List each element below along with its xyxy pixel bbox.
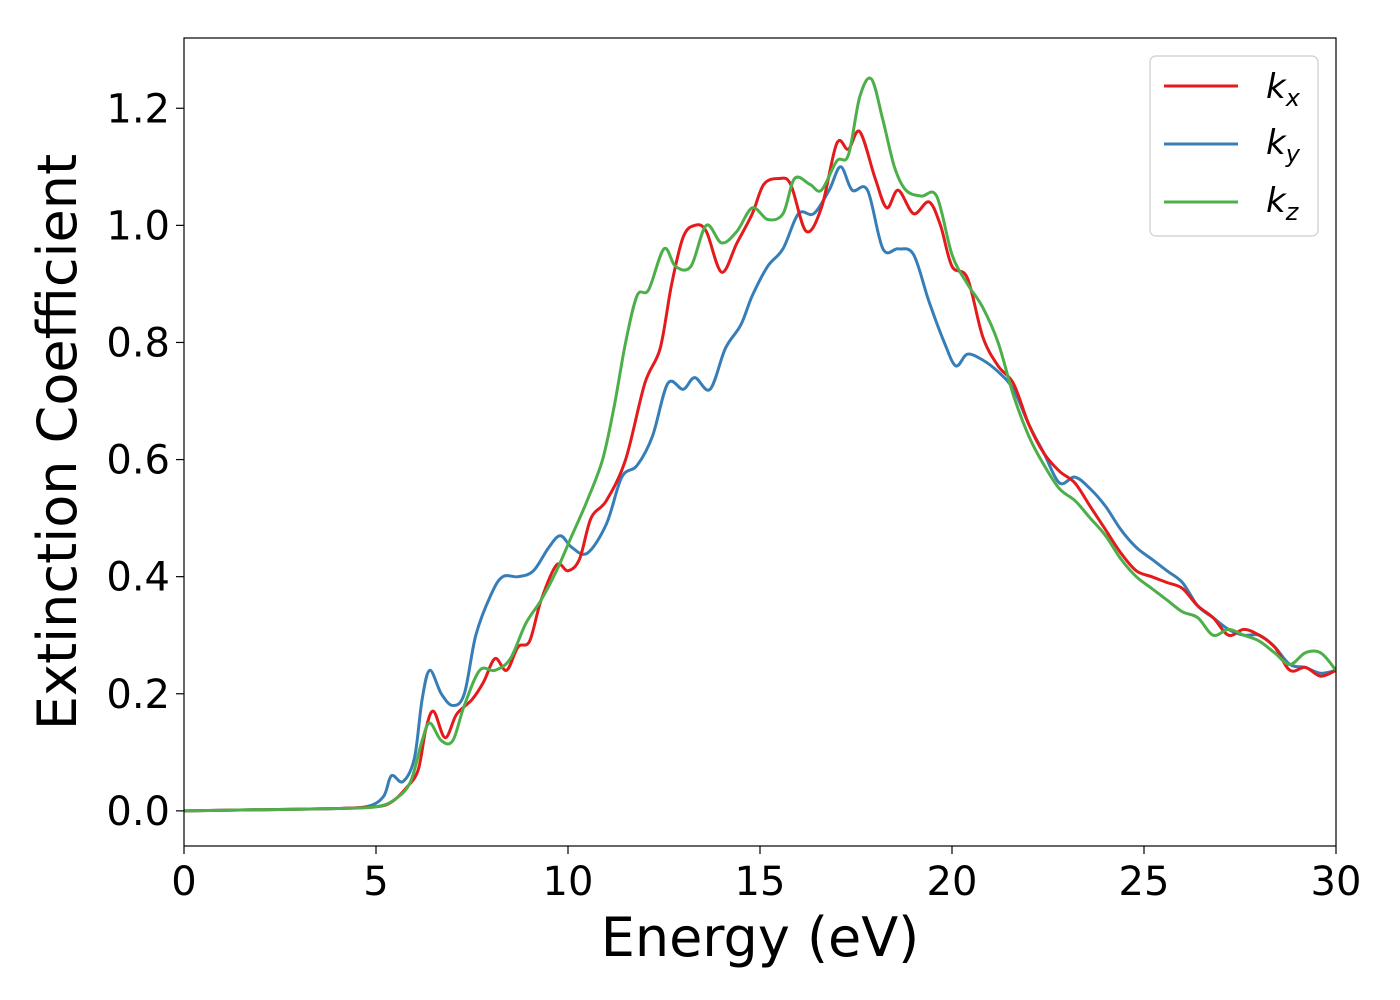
y-axis-label: Extinction Coefficient <box>26 154 89 730</box>
y-axis: 0.0 0.2 0.4 0.6 0.8 1.0 1.2 <box>106 86 184 835</box>
x-axis: 0 5 10 15 20 25 30 <box>171 846 1361 905</box>
legend-label-ky: k <box>1266 123 1287 163</box>
legend-item-kx: kx <box>1164 67 1301 112</box>
series-line-kz <box>184 76 1336 813</box>
x-axis-label: Energy (eV) <box>601 906 920 969</box>
y-tick-label: 0.4 <box>106 555 170 601</box>
x-tick-label: 10 <box>543 859 594 905</box>
legend-box <box>1149 55 1319 237</box>
legend-item-kz: kz <box>1164 181 1300 226</box>
legend-sub-ky: y <box>1285 140 1301 168</box>
series-line-ky <box>184 165 1336 813</box>
svg-text:kz: kz <box>1266 181 1300 226</box>
x-tick-label: 25 <box>1119 859 1170 905</box>
legend-sub-kz: z <box>1285 198 1300 226</box>
y-tick-label: 0.2 <box>106 672 170 718</box>
x-tick-label: 15 <box>735 859 786 905</box>
legend: kx ky kz <box>1149 55 1319 237</box>
legend-label-kz: k <box>1266 181 1287 221</box>
legend-item-ky: ky <box>1164 123 1301 168</box>
svg-text:ky: ky <box>1266 123 1301 168</box>
y-tick-label: 1.0 <box>106 203 170 249</box>
x-tick-label: 30 <box>1311 859 1362 905</box>
x-tick-label: 5 <box>363 859 388 905</box>
svg-text:kx: kx <box>1266 67 1301 112</box>
y-tick-label: 1.2 <box>106 86 170 132</box>
y-tick-label: 0.0 <box>106 789 170 835</box>
series-layer <box>184 76 1336 813</box>
x-tick-label: 20 <box>927 859 978 905</box>
x-tick-label: 0 <box>171 859 196 905</box>
y-tick-label: 0.8 <box>106 320 170 366</box>
y-tick-label: 0.6 <box>106 438 170 484</box>
legend-label-kx: k <box>1266 67 1287 107</box>
legend-sub-kx: x <box>1285 84 1301 112</box>
series-line-kx <box>184 129 1336 813</box>
